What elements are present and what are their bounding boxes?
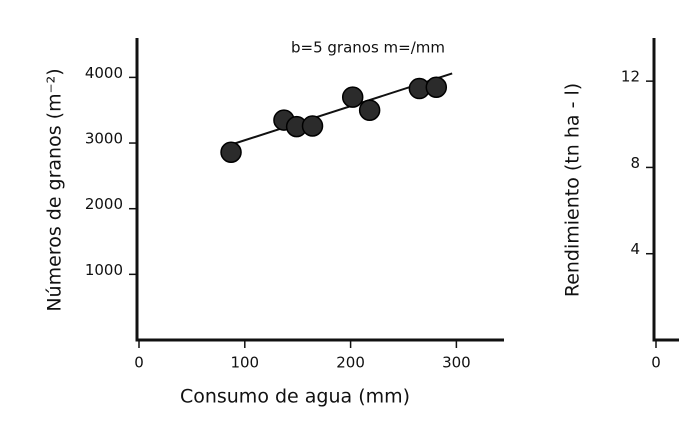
y-axis-label: Números de granos (m⁻²)	[44, 68, 66, 311]
x-tick-label: 300	[442, 354, 471, 372]
data-point	[301, 115, 324, 137]
x-axis-label: Consumo de agua (mm)	[180, 386, 410, 408]
y-axis-label: Rendimiento (tn ha - l)	[562, 83, 584, 297]
y-tick-label: 2000	[85, 195, 123, 213]
annotation: b=5 granos m=/mm	[291, 39, 445, 57]
y-tick-label: 1000	[85, 261, 123, 279]
y-tick-label: 4000	[85, 64, 123, 82]
data-point	[220, 141, 242, 163]
x-tick-label: 100	[230, 354, 259, 372]
x-tick-label: 0	[134, 354, 144, 372]
x-tick-label: 0	[651, 354, 661, 372]
data-point	[341, 86, 364, 108]
y-tick-label: 8	[630, 154, 640, 172]
y-tick-label: 4	[630, 240, 640, 258]
data-point	[425, 76, 448, 98]
y-tick-label: 3000	[85, 130, 123, 148]
y-tick-label: 12	[621, 68, 640, 86]
data-point	[358, 99, 381, 121]
x-tick-label: 200	[336, 354, 365, 372]
